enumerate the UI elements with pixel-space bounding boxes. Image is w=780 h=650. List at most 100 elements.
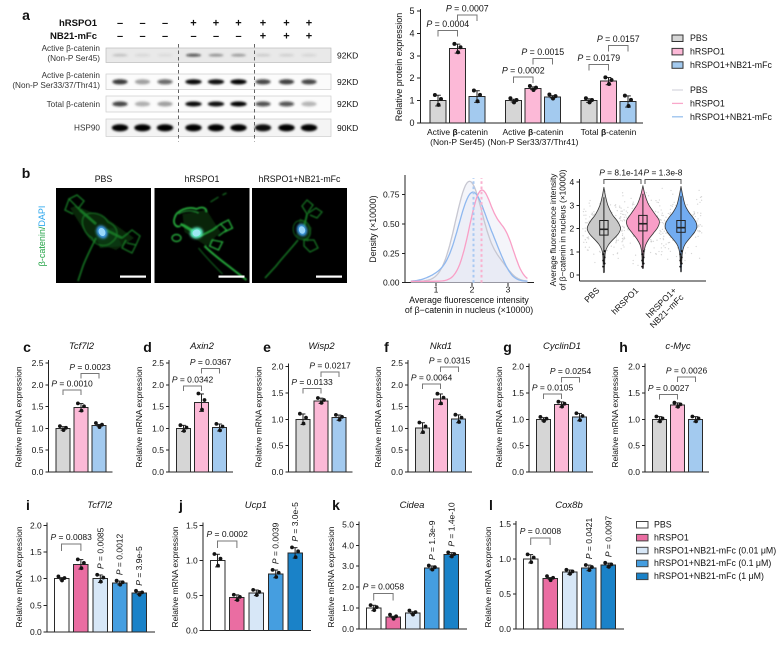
svg-text:P = 0.0002: P = 0.0002 bbox=[502, 66, 545, 76]
svg-text:Average fluorescence intensity: Average fluorescence intensity bbox=[409, 295, 529, 305]
svg-text:90KD: 90KD bbox=[337, 123, 358, 133]
svg-text:(Non-P Ser33/37/Thr41): (Non-P Ser33/37/Thr41) bbox=[12, 81, 100, 90]
svg-text:P = 0.0133: P = 0.0133 bbox=[291, 377, 333, 387]
svg-text:c-Myc: c-Myc bbox=[665, 341, 691, 352]
svg-text:Relative mRNA expression: Relative mRNA expression bbox=[254, 366, 264, 467]
svg-text:0.0: 0.0 bbox=[391, 467, 403, 477]
svg-text:0.0: 0.0 bbox=[499, 624, 511, 634]
svg-text:Relative mRNA expression: Relative mRNA expression bbox=[373, 366, 383, 467]
svg-text:a: a bbox=[22, 7, 30, 23]
svg-text:–: – bbox=[213, 31, 219, 43]
svg-text:j: j bbox=[178, 497, 183, 513]
svg-text:P = 3.9e-5: P = 3.9e-5 bbox=[134, 546, 144, 586]
svg-text:Relative mRNA expression: Relative mRNA expression bbox=[14, 526, 24, 627]
svg-text:1.0: 1.0 bbox=[186, 556, 198, 566]
svg-text:P = 0.0012: P = 0.0012 bbox=[115, 533, 125, 575]
svg-text:1.5: 1.5 bbox=[152, 402, 164, 412]
svg-text:0: 0 bbox=[409, 118, 414, 128]
svg-text:3: 3 bbox=[569, 200, 574, 210]
svg-text:P = 1.3e-9: P = 1.3e-9 bbox=[427, 520, 437, 560]
svg-text:3.0: 3.0 bbox=[342, 561, 354, 571]
svg-text:2.0: 2.0 bbox=[152, 380, 164, 390]
svg-text:1.5: 1.5 bbox=[30, 547, 42, 557]
svg-text:–: – bbox=[117, 18, 123, 30]
svg-text:Tcf7l2: Tcf7l2 bbox=[87, 500, 113, 511]
svg-text:0.25: 0.25 bbox=[383, 248, 400, 258]
svg-text:Relative mRNA expression: Relative mRNA expression bbox=[170, 526, 180, 627]
svg-text:0.0: 0.0 bbox=[272, 467, 284, 477]
svg-text:1.5: 1.5 bbox=[32, 402, 44, 412]
svg-text:0.5: 0.5 bbox=[499, 589, 511, 599]
svg-text:P = 0.0027: P = 0.0027 bbox=[648, 383, 690, 393]
svg-text:Relative mRNA expression: Relative mRNA expression bbox=[610, 366, 620, 467]
svg-text:Relative mRNA expression: Relative mRNA expression bbox=[483, 526, 493, 627]
svg-text:i: i bbox=[26, 497, 30, 513]
svg-text:Tcf7l2: Tcf7l2 bbox=[69, 341, 95, 352]
svg-text:2: 2 bbox=[470, 285, 475, 295]
svg-text:–: – bbox=[190, 31, 196, 43]
svg-text:1.5: 1.5 bbox=[186, 521, 198, 531]
svg-text:2.5: 2.5 bbox=[32, 358, 44, 368]
svg-text:PBS: PBS bbox=[95, 174, 113, 184]
svg-text:0.5: 0.5 bbox=[152, 445, 164, 455]
svg-text:P = 0.0105: P = 0.0105 bbox=[532, 383, 574, 393]
svg-text:PBS: PBS bbox=[690, 33, 708, 43]
svg-text:–: – bbox=[139, 31, 145, 43]
svg-text:Relative mRNA expression: Relative mRNA expression bbox=[14, 366, 24, 467]
svg-text:(Non-P Ser45): (Non-P Ser45) bbox=[430, 137, 485, 147]
svg-text:Active β-catenin: Active β-catenin bbox=[42, 71, 101, 80]
svg-text:CyclinD1: CyclinD1 bbox=[543, 341, 581, 352]
svg-text:Cox8b: Cox8b bbox=[555, 500, 582, 511]
svg-text:1: 1 bbox=[409, 96, 414, 106]
svg-text:1.0: 1.0 bbox=[272, 414, 284, 424]
svg-text:+: + bbox=[213, 18, 219, 30]
svg-text:P = 1.4e-10: P = 1.4e-10 bbox=[446, 502, 456, 546]
svg-text:0.5: 0.5 bbox=[512, 441, 524, 451]
svg-text:0.0: 0.0 bbox=[186, 626, 198, 636]
svg-text:P = 3.0e-5: P = 3.0e-5 bbox=[290, 502, 300, 542]
svg-text:l: l bbox=[489, 497, 493, 513]
svg-text:P = 0.0217: P = 0.0217 bbox=[309, 361, 351, 371]
svg-text:Active β-catenin: Active β-catenin bbox=[503, 127, 564, 137]
svg-text:P = 0.0015: P = 0.0015 bbox=[521, 47, 564, 57]
svg-text:–: – bbox=[139, 18, 145, 30]
svg-text:0.0: 0.0 bbox=[152, 467, 164, 477]
svg-text:4: 4 bbox=[409, 28, 414, 38]
svg-text:1.5: 1.5 bbox=[272, 388, 284, 398]
svg-text:1: 1 bbox=[434, 285, 439, 295]
svg-text:Active β-catenin: Active β-catenin bbox=[42, 44, 101, 53]
svg-text:+: + bbox=[260, 18, 266, 30]
svg-text:0.0: 0.0 bbox=[32, 467, 44, 477]
svg-text:(Non-P Ser33/37/Thr41): (Non-P Ser33/37/Thr41) bbox=[487, 137, 578, 147]
svg-text:3: 3 bbox=[506, 285, 511, 295]
svg-text:0.5: 0.5 bbox=[628, 441, 640, 451]
svg-text:1.5: 1.5 bbox=[628, 388, 640, 398]
svg-text:NB21-mFc: NB21-mFc bbox=[50, 31, 97, 42]
svg-text:P = 0.0010: P = 0.0010 bbox=[51, 379, 93, 389]
svg-text:Relative mRNA expression: Relative mRNA expression bbox=[494, 366, 504, 467]
svg-text:P = 0.0064: P = 0.0064 bbox=[411, 373, 453, 383]
svg-text:P = 0.0367: P = 0.0367 bbox=[190, 357, 232, 367]
svg-text:0.0: 0.0 bbox=[342, 624, 354, 634]
svg-text:0.0: 0.0 bbox=[512, 467, 524, 477]
svg-text:+: + bbox=[235, 18, 241, 30]
svg-text:Wisp2: Wisp2 bbox=[308, 341, 335, 352]
svg-text:Density (×10000): Density (×10000) bbox=[368, 195, 378, 262]
svg-text:h: h bbox=[619, 339, 628, 355]
svg-text:2.0: 2.0 bbox=[512, 362, 524, 372]
svg-text:1.0: 1.0 bbox=[499, 554, 511, 564]
svg-text:+: + bbox=[283, 18, 289, 30]
svg-text:Relative protein expression: Relative protein expression bbox=[394, 13, 404, 122]
svg-text:HSP90: HSP90 bbox=[74, 124, 100, 133]
svg-text:P = 0.0315: P = 0.0315 bbox=[429, 356, 471, 366]
svg-text:4.0: 4.0 bbox=[342, 540, 354, 550]
svg-text:hRSPO1+NB21-mFc (0.01 μM): hRSPO1+NB21-mFc (0.01 μM) bbox=[654, 545, 776, 555]
svg-text:P = 0.0157: P = 0.0157 bbox=[597, 34, 640, 44]
svg-text:1.0: 1.0 bbox=[342, 603, 354, 613]
svg-text:hRSPO1+NB21-mFc (1 μM): hRSPO1+NB21-mFc (1 μM) bbox=[654, 571, 764, 581]
svg-text:P = 8.1e-14: P = 8.1e-14 bbox=[599, 168, 643, 178]
svg-text:P = 0.0179: P = 0.0179 bbox=[577, 53, 620, 63]
svg-text:hRSPO1+NB21-mFc: hRSPO1+NB21-mFc bbox=[690, 112, 772, 122]
svg-text:P = 0.0039: P = 0.0039 bbox=[271, 522, 281, 564]
svg-text:Nkd1: Nkd1 bbox=[430, 341, 452, 352]
